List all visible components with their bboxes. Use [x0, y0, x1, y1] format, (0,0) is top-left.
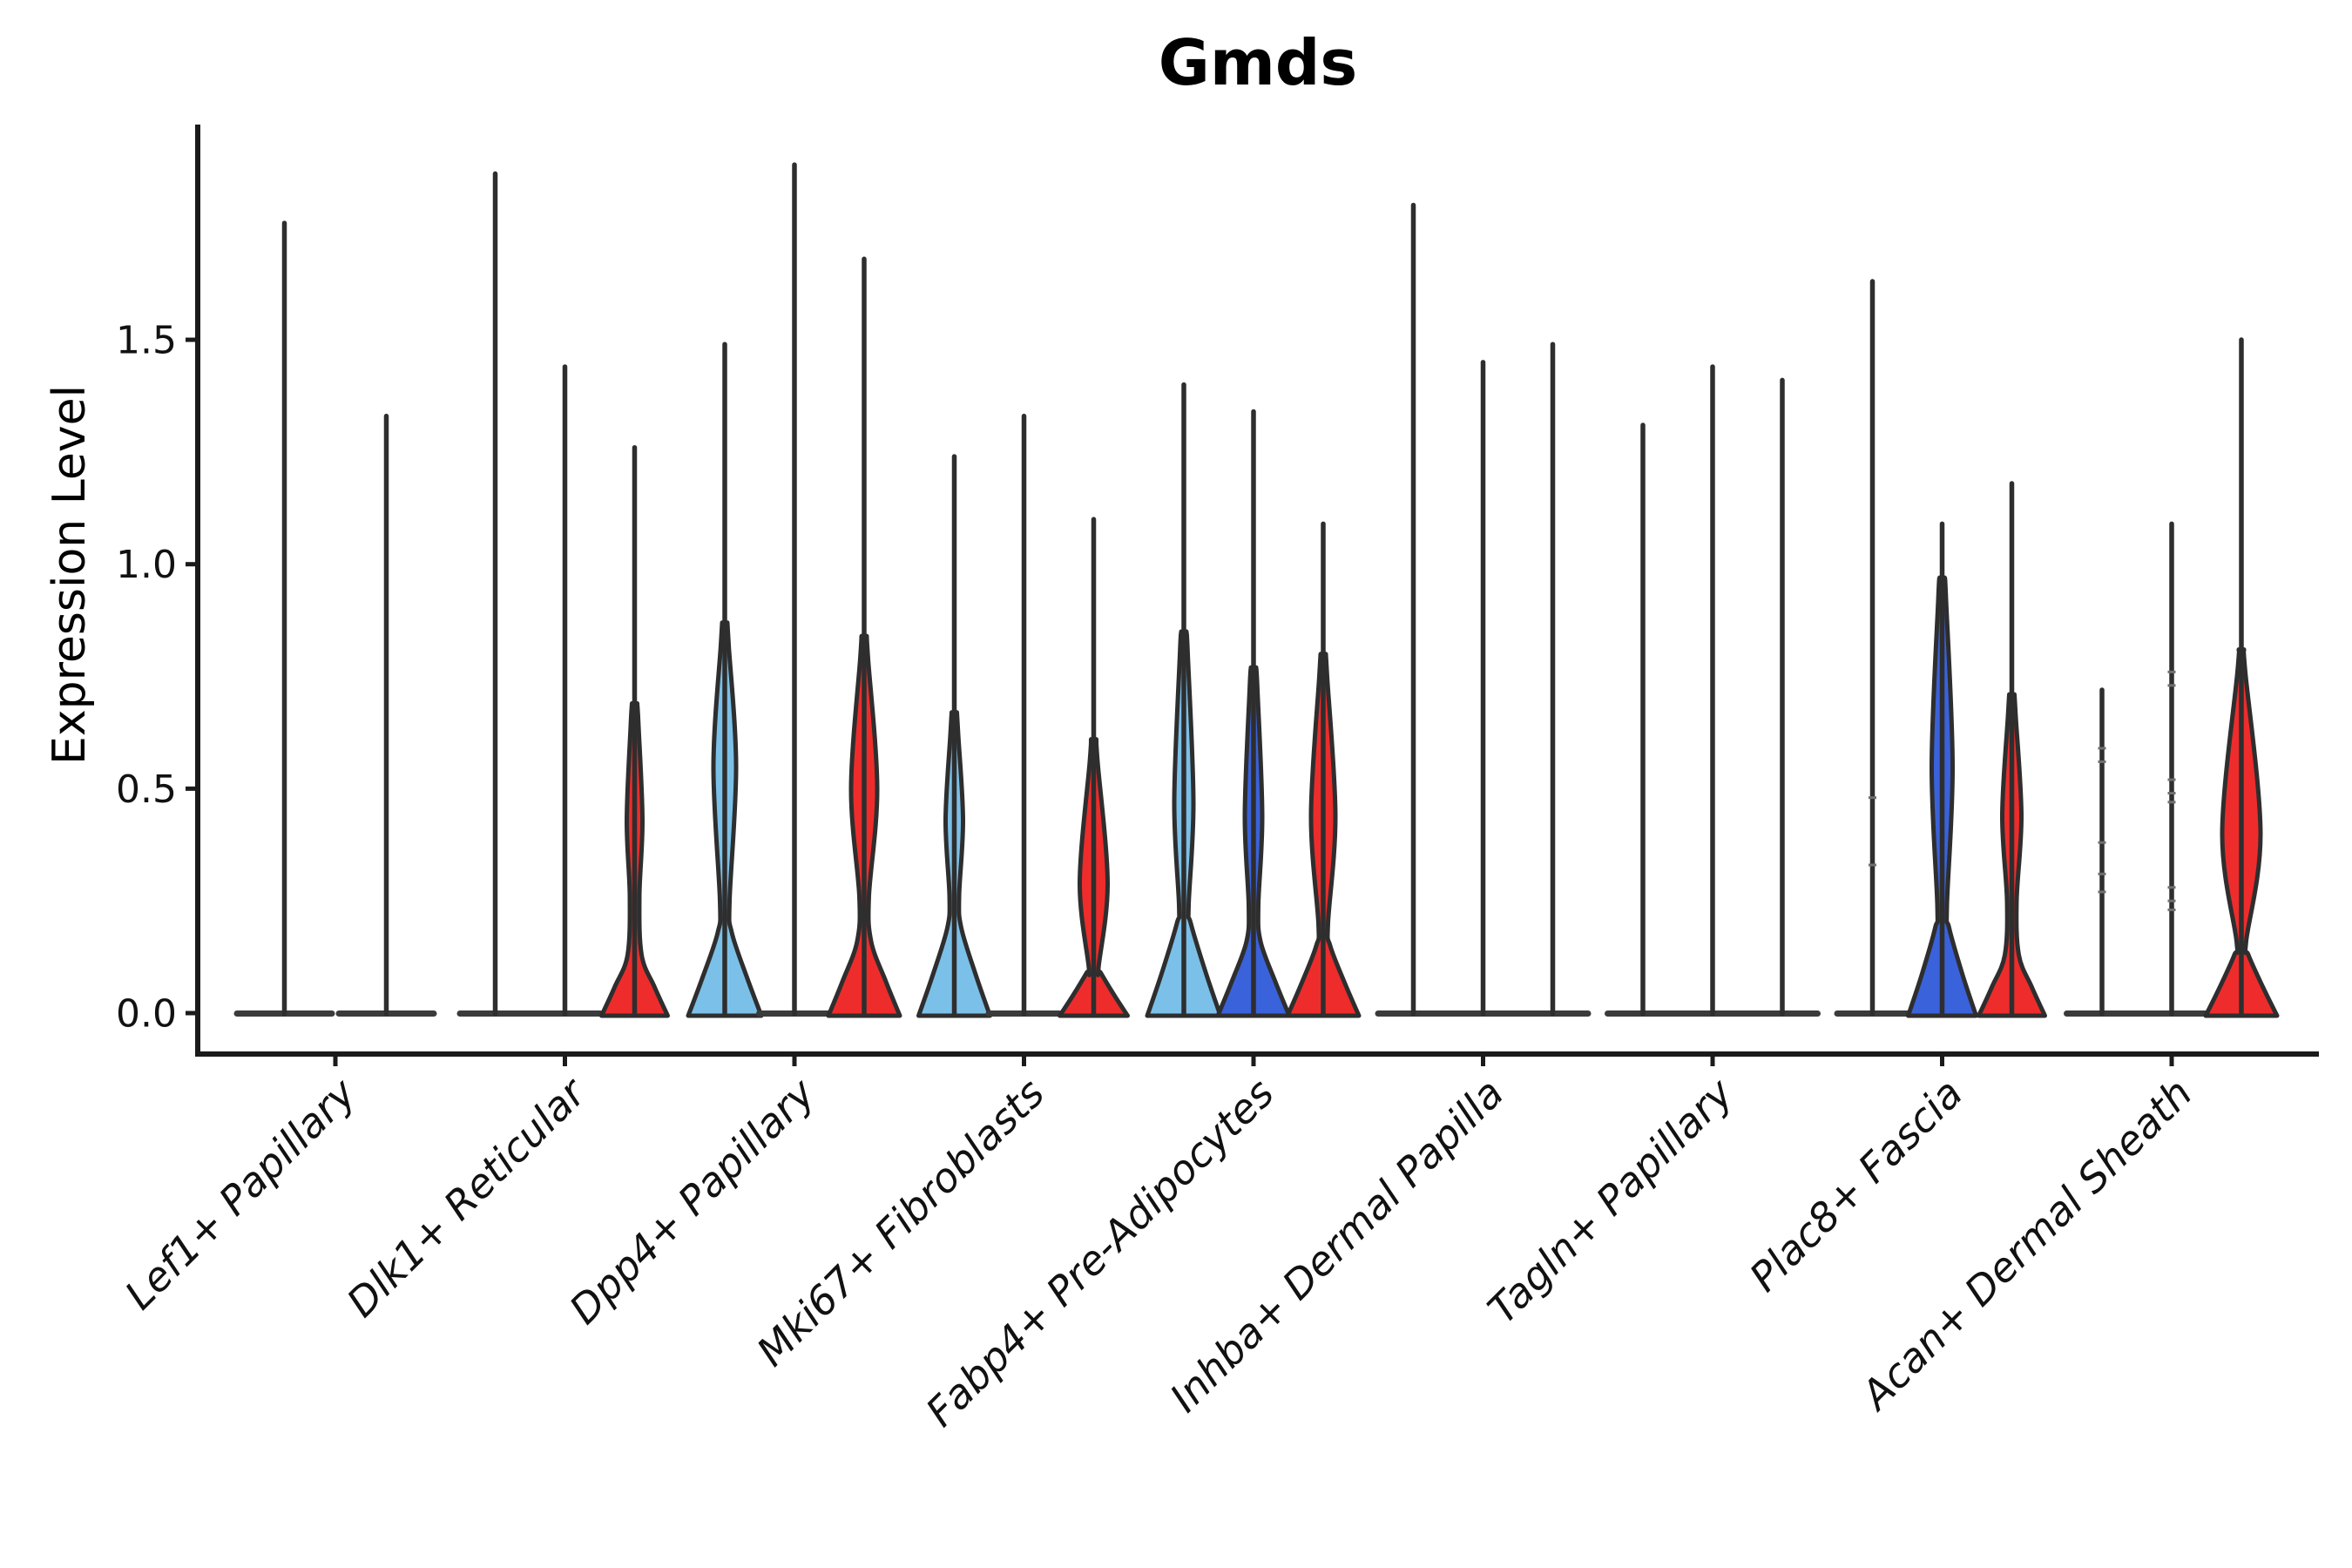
chart-title: Gmds: [1158, 26, 1358, 99]
x-tick-label: Tagln+ Papillary: [1478, 1069, 1742, 1333]
violin-9-1-skyblue-expression-dash: [2098, 890, 2106, 894]
violin-9-2-royalblue-expression-dash: [2167, 801, 2176, 804]
y-tick-label: 0.0: [116, 991, 177, 1036]
violin-9-2-royalblue-expression-dash: [2167, 908, 2176, 911]
violin-8-1-skyblue-expression-dash: [1869, 796, 1876, 800]
violin-9-1-skyblue-expression-dash: [2098, 841, 2106, 844]
violin-9-2-royalblue-expression-dash: [2167, 684, 2176, 687]
x-tick-label: Dpp4+ Papillary: [560, 1069, 824, 1333]
violin-9-1-skyblue-expression-dash: [2098, 747, 2106, 750]
violin-9-2-royalblue-expression-dash: [2167, 899, 2176, 902]
violin-9-2-royalblue-expression-dash: [2167, 778, 2176, 781]
x-tick-label: Dlk1+ Reticular: [338, 1067, 597, 1326]
violin-9-1-skyblue-expression-dash: [2098, 760, 2106, 763]
x-tick-label: Lef1+ Papillary: [116, 1069, 365, 1318]
violin-8-1-skyblue-expression-dash: [1869, 863, 1876, 867]
y-tick-label: 0.5: [116, 767, 177, 812]
violin-9-2-royalblue-expression-dash: [2167, 886, 2176, 889]
y-tick-label: 1.0: [116, 543, 177, 587]
violin-9-1-skyblue-expression-dash: [2098, 872, 2106, 875]
x-tick-label: Plac8+ Fascia: [1740, 1070, 1971, 1301]
violin-9-2-royalblue-expression-dash: [2167, 792, 2176, 795]
violin-9-2-royalblue-expression-dash: [2167, 670, 2176, 673]
y-tick-label: 1.5: [116, 318, 177, 362]
